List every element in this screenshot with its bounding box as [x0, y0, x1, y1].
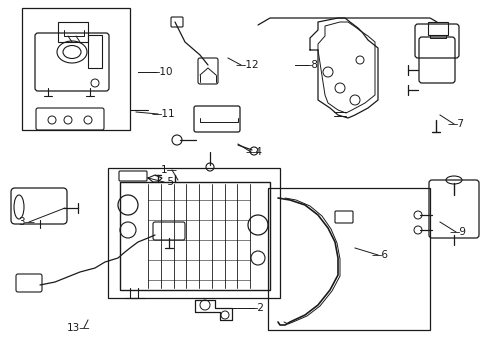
Bar: [427, 22, 447, 35]
Text: —2: —2: [247, 303, 264, 313]
Text: —12: —12: [235, 60, 258, 70]
Text: —10: —10: [150, 67, 173, 77]
Bar: [88, 35, 102, 68]
Bar: [108, 168, 280, 298]
Bar: [267, 188, 429, 330]
Text: 3—: 3—: [18, 217, 35, 227]
Text: 13—: 13—: [66, 323, 90, 333]
Text: —11: —11: [152, 109, 175, 119]
Text: —4: —4: [244, 147, 262, 157]
Text: —9: —9: [449, 227, 466, 237]
Text: —5: —5: [158, 177, 175, 187]
Text: 1—: 1—: [161, 165, 178, 175]
Bar: [22, 8, 130, 130]
Bar: [58, 22, 88, 42]
Text: —6: —6: [371, 250, 388, 260]
Text: —8: —8: [302, 60, 318, 70]
Bar: [120, 182, 269, 290]
Text: —7: —7: [447, 119, 464, 129]
